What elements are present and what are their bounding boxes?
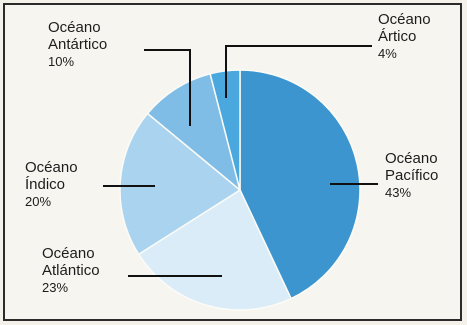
slice-label-line: Índico [25, 176, 65, 193]
pie-slice-ártico [209, 69, 241, 191]
slice-percent: 23% [42, 280, 68, 295]
slice-percent: 43% [385, 185, 411, 200]
slice-label: Océano Ártico 4% [378, 11, 431, 61]
slice-label-line: Pacífico [385, 167, 438, 184]
slice-label: Océano Índico 20% [25, 159, 78, 209]
slice-label-line: Océano [42, 245, 95, 262]
slice-percent: 10% [48, 54, 74, 69]
leader-line [225, 45, 372, 98]
slice-label: Océano Pacífico 43% [385, 150, 438, 200]
slice-label-line: Ártico [378, 28, 416, 45]
slice-label-line: Océano [378, 11, 431, 28]
pie-slice-atlántico [137, 188, 293, 311]
pie-slices [119, 69, 361, 311]
slice-label-line: Antártico [48, 36, 107, 53]
pie-slice-pacífico [239, 69, 361, 300]
slice-label: Océano Antártico 10% [48, 19, 107, 69]
slice-percent: 4% [378, 46, 397, 61]
slice-labels: Océano Pacífico 43%Océano Atlántico 23%Océan… [25, 11, 438, 295]
slice-label: Océano Atlántico 23% [42, 245, 100, 295]
slice-label-line: Océano [385, 150, 438, 167]
slice-label-line: Océano [25, 159, 78, 176]
leader-lines [103, 45, 378, 277]
slice-percent: 20% [25, 194, 51, 209]
slice-label-line: Atlántico [42, 262, 100, 279]
leader-line [144, 49, 191, 126]
pie-slice-índico [119, 112, 242, 256]
slice-label-line: Océano [48, 19, 101, 36]
